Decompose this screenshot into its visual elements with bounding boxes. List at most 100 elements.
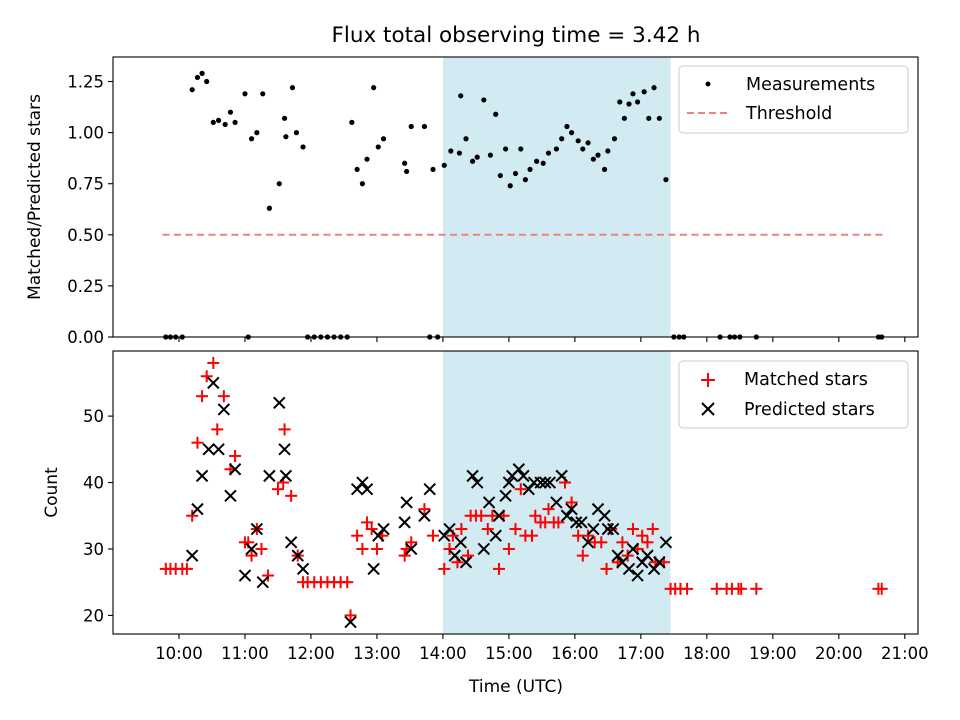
matched-star-point bbox=[255, 542, 268, 555]
predicted-star-point bbox=[367, 562, 380, 576]
x-tick-label: 17:00 bbox=[617, 644, 665, 663]
matched-star-point bbox=[621, 549, 634, 562]
bottom-legend[interactable]: Matched stars Predicted stars bbox=[678, 360, 909, 429]
measurement-point bbox=[585, 140, 591, 146]
matched-star-point bbox=[438, 562, 451, 575]
predicted-star-point bbox=[191, 502, 204, 516]
measurement-point bbox=[281, 115, 288, 121]
measurement-point bbox=[199, 70, 205, 76]
matched-star-point bbox=[481, 523, 494, 536]
figure-title: Flux total observing time = 3.42 h bbox=[332, 23, 701, 48]
measurement-point bbox=[481, 97, 487, 103]
x-tick-label: 13:00 bbox=[353, 644, 401, 663]
observing-window-shade bbox=[442, 351, 671, 634]
x-tick-label: 14:00 bbox=[419, 644, 467, 663]
predicted-star-point bbox=[207, 376, 220, 390]
y-tick-label: 0.75 bbox=[67, 175, 104, 194]
predicted-star-point bbox=[238, 569, 252, 582]
matched-star-point bbox=[735, 582, 748, 595]
predicted-star-point bbox=[291, 549, 304, 562]
measurement-point bbox=[430, 166, 436, 173]
measurement-point bbox=[232, 119, 238, 126]
top-axes: 0.00 0.25 0.50 0.75 1.00 1.25 Matched/Predict… bbox=[25, 56, 919, 347]
top-y-ticks: 0.00 0.25 0.50 0.75 1.00 1.25 bbox=[67, 73, 113, 347]
measurement-point bbox=[497, 172, 503, 179]
measurement-point bbox=[300, 144, 306, 150]
predicted-star-point bbox=[459, 556, 473, 569]
x-tick-label: 20:00 bbox=[815, 644, 863, 663]
measurement-point bbox=[204, 78, 210, 85]
predicted-star-point bbox=[185, 549, 199, 562]
predicted-star-point bbox=[499, 489, 512, 503]
measurement-point bbox=[293, 130, 300, 136]
predicted-star-point bbox=[423, 482, 436, 496]
predicted-star-point bbox=[284, 536, 298, 549]
x-axis-label: Time (UTC) bbox=[468, 677, 563, 697]
predicted-star-point bbox=[641, 549, 654, 562]
predicted-star-point bbox=[256, 575, 269, 589]
measurement-point bbox=[507, 183, 513, 189]
matched-star-point bbox=[565, 496, 578, 509]
bottom-axes-frame bbox=[112, 350, 919, 635]
measurement-point bbox=[215, 117, 222, 123]
matched-star-point bbox=[875, 582, 888, 595]
measurement-point bbox=[601, 166, 608, 173]
matched-star-point bbox=[341, 576, 354, 589]
y-tick-label: 30 bbox=[83, 540, 104, 559]
bottom-legend-box bbox=[678, 360, 909, 429]
measurement-point bbox=[404, 168, 410, 175]
measurement-point bbox=[458, 93, 464, 99]
measurement-point bbox=[503, 146, 509, 152]
measurement-point bbox=[540, 160, 546, 166]
predicted-star-point bbox=[659, 536, 673, 549]
x-tick-label: 10:00 bbox=[155, 644, 203, 663]
predicted-star-point bbox=[543, 476, 557, 489]
predicted-star-point bbox=[195, 469, 209, 483]
measurement-point bbox=[402, 160, 408, 166]
matched-star-point bbox=[285, 489, 298, 502]
matched-star-point bbox=[229, 449, 242, 462]
matched-star-point bbox=[595, 536, 608, 549]
matched-star-point bbox=[418, 503, 431, 516]
matched-star-point bbox=[427, 529, 440, 542]
legend-matched-label: Matched stars bbox=[744, 370, 868, 390]
predicted-star-point bbox=[622, 562, 636, 576]
predicted-star-point bbox=[477, 542, 491, 556]
predicted-star-point bbox=[212, 443, 225, 456]
measurement-point bbox=[646, 115, 652, 121]
matched-star-point bbox=[200, 370, 213, 383]
measurement-point bbox=[421, 123, 428, 130]
matched-star-point bbox=[191, 436, 204, 449]
legend-matched-marker bbox=[701, 373, 715, 387]
predicted-star-point bbox=[560, 509, 574, 522]
top-legend[interactable]: Measurements Threshold bbox=[678, 65, 909, 134]
measurement-point bbox=[617, 99, 623, 105]
predicted-star-point bbox=[569, 516, 583, 529]
matched-star-point bbox=[646, 523, 659, 536]
matched-star-point bbox=[196, 390, 209, 403]
predicted-star-point bbox=[279, 469, 293, 483]
predicted-star-point bbox=[587, 522, 600, 536]
predicted-star-point bbox=[512, 463, 526, 476]
measurements-series bbox=[163, 70, 885, 340]
predicted-star-point bbox=[454, 536, 467, 549]
x-tick-label: 11:00 bbox=[221, 644, 269, 663]
matched-star-point bbox=[443, 542, 456, 555]
y-tick-label: 0.25 bbox=[67, 277, 104, 296]
measurement-point bbox=[611, 136, 618, 142]
y-tick-label: 1.00 bbox=[67, 124, 104, 143]
measurement-point bbox=[283, 134, 289, 140]
matched-star-point bbox=[750, 582, 763, 595]
measurement-point bbox=[266, 205, 272, 211]
measurement-point bbox=[527, 166, 533, 173]
matched-star-point bbox=[600, 562, 613, 575]
matched-star-point bbox=[180, 562, 193, 575]
predicted-star-point bbox=[565, 502, 578, 516]
measurement-point bbox=[522, 177, 528, 183]
predicted-star-point bbox=[405, 542, 418, 556]
measurement-point bbox=[242, 91, 248, 97]
legend-predicted-label: Predicted stars bbox=[744, 400, 875, 420]
predicted-star-point bbox=[517, 469, 530, 483]
predicted-star-point bbox=[611, 549, 624, 562]
